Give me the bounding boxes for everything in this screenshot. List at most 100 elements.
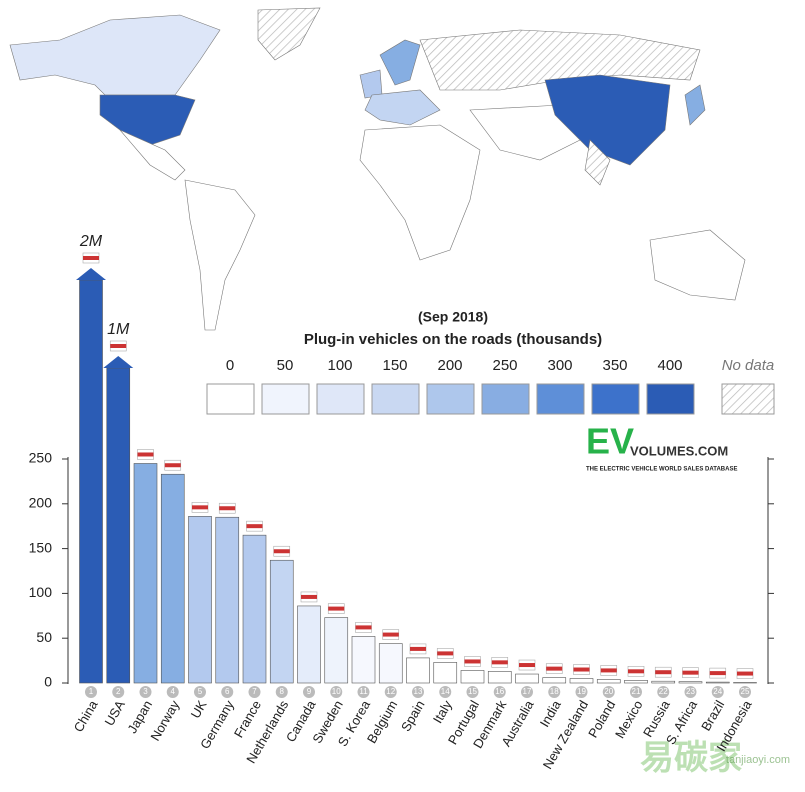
legend-label: 150	[382, 357, 407, 374]
bar	[160, 473, 185, 684]
rank-badge	[548, 686, 561, 698]
bar	[106, 367, 131, 684]
flag-band	[328, 606, 345, 611]
value-label: 2M	[79, 233, 103, 250]
watermark-url: tanjiaoyi.com	[726, 754, 790, 766]
rank-badge	[521, 686, 533, 698]
flag-band	[137, 452, 154, 457]
bar	[406, 657, 430, 684]
break-arrow	[103, 356, 134, 368]
rank-badge	[384, 686, 397, 698]
flag-band	[628, 669, 644, 674]
rank-label: 19	[577, 687, 586, 696]
bar	[242, 534, 267, 684]
flag-band	[382, 632, 399, 637]
rank-label: 7	[252, 687, 257, 696]
break-arrow	[76, 268, 106, 280]
x-tick-label: China	[71, 697, 101, 735]
legend-swatch	[536, 383, 585, 415]
rank-badge	[466, 686, 479, 698]
legend-label: 0	[226, 357, 234, 374]
rank-badge	[657, 686, 670, 698]
y-tick-label: 100	[29, 584, 53, 600]
y-tick-label: 0	[44, 674, 52, 690]
legend-swatch	[316, 383, 365, 415]
flag-band	[682, 670, 699, 675]
flag-band	[301, 594, 317, 599]
rank-badge	[303, 686, 315, 698]
bar	[624, 680, 648, 684]
rank-label: 10	[332, 687, 341, 696]
no-data-swatch	[721, 383, 775, 415]
rank-badge	[493, 686, 506, 698]
x-tick-label: Spain	[398, 698, 428, 734]
rank-label: 22	[659, 687, 668, 696]
legend-label: 100	[327, 357, 352, 374]
rank-badge	[112, 686, 125, 698]
flag-band	[519, 663, 535, 668]
legend-label: 300	[547, 357, 572, 374]
bar	[324, 617, 349, 684]
x-tick-label: USA	[101, 697, 128, 728]
flag-band	[600, 668, 617, 673]
y-tick-label: 150	[29, 539, 53, 555]
y-tick-label: 50	[36, 629, 52, 645]
y-tick-label: 200	[29, 495, 53, 511]
bar	[705, 681, 730, 684]
value-label: 1M	[107, 321, 130, 338]
rank-badge	[439, 686, 452, 698]
bar	[678, 681, 703, 684]
bar	[487, 671, 512, 684]
rank-badge	[630, 686, 642, 698]
bar	[460, 670, 485, 684]
flag-band	[737, 671, 753, 676]
logo-site: VOLUMES.COM	[630, 443, 728, 458]
bar	[351, 636, 376, 684]
x-tick-label: Italy	[430, 697, 455, 726]
rank-badge	[412, 686, 424, 698]
world-map	[9, 7, 746, 331]
legend-swatch	[646, 383, 695, 415]
rank-label: 13	[414, 687, 423, 696]
rank-badge	[575, 686, 588, 698]
rank-badge	[248, 686, 261, 698]
rank-badge	[602, 686, 615, 698]
bar	[596, 679, 621, 684]
bar	[269, 559, 294, 684]
subtitle: (Sep 2018)	[418, 309, 488, 325]
flag-band	[110, 344, 127, 348]
flag-band	[491, 660, 508, 665]
flag-band	[273, 549, 290, 554]
bar	[515, 673, 539, 684]
rank-label: 17	[523, 687, 532, 696]
flag-band	[83, 256, 99, 260]
flag-band	[355, 625, 372, 630]
legend-label: 250	[492, 357, 517, 374]
flag-band	[573, 667, 590, 672]
legend-swatch	[591, 383, 640, 415]
x-tick-label: Mexico	[612, 698, 646, 741]
bar	[542, 677, 567, 684]
rank-badge	[275, 686, 288, 698]
rank-badge	[85, 686, 97, 698]
rank-badge	[711, 686, 724, 698]
bar	[651, 680, 676, 684]
bar	[133, 463, 158, 684]
flag-band	[437, 651, 454, 656]
rank-label: 25	[741, 687, 750, 696]
rank-label: 15	[468, 687, 477, 696]
logo-ev: EV	[586, 421, 634, 462]
rank-badge	[357, 686, 370, 698]
bar	[297, 605, 321, 684]
rank-label: 18	[550, 687, 559, 696]
bar	[79, 279, 103, 684]
rank-badge	[194, 686, 206, 698]
legend-label: 400	[657, 357, 682, 374]
rank-label: 21	[632, 687, 641, 696]
chart-title: Plug-in vehicles on the roads (thousands…	[304, 331, 602, 348]
bar	[433, 662, 458, 684]
bar	[378, 643, 403, 684]
flag-band	[464, 659, 481, 664]
y-tick-label: 250	[29, 450, 53, 466]
flag-band	[410, 646, 426, 651]
